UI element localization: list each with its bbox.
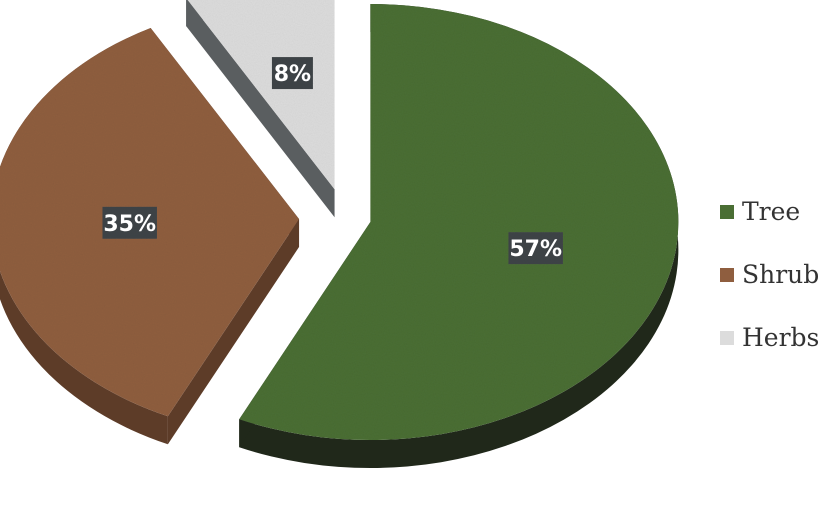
pie-slice-side-shrub <box>0 27 168 445</box>
data-label-box-shrub <box>102 206 157 239</box>
legend: Tree Shrub Herbs <box>720 197 819 352</box>
legend-label-tree: Tree <box>742 197 800 226</box>
data-label-herbs: 8% <box>274 62 311 87</box>
pie-data-labels: 57% 35% 8% <box>102 57 563 265</box>
legend-label-shrub: Shrub <box>742 260 819 289</box>
legend-swatch-herbs <box>720 331 734 345</box>
data-label-box-herbs <box>271 57 313 90</box>
pie-slice-edge-herbs <box>186 0 335 218</box>
pie-slice-edge-shrub <box>167 219 300 445</box>
data-label-tree: 57% <box>509 237 562 262</box>
legend-swatch-tree <box>720 205 734 219</box>
pie-slice-herbs <box>187 0 335 190</box>
data-label-shrub: 35% <box>103 212 156 237</box>
legend-swatch-shrub <box>720 268 734 282</box>
pie-slice-tree <box>239 4 679 441</box>
legend-label-herbs: Herbs <box>742 323 819 352</box>
data-label-box-tree <box>508 232 563 265</box>
pie-slice-tops <box>0 0 679 441</box>
